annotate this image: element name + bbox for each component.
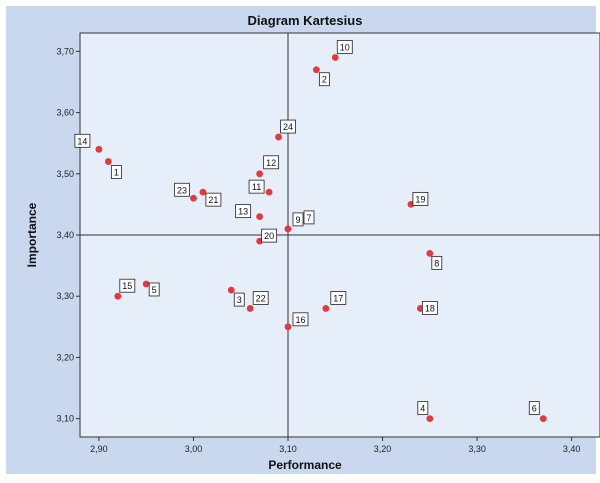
point-12 [256,170,264,178]
point-label-box [174,182,190,197]
point-label: 14 [77,136,87,146]
point-6 [539,415,547,423]
point-label: 20 [264,231,274,241]
point-label-box [417,401,429,416]
x-tick-label: 3,40 [563,444,581,454]
point-label: 19 [415,194,425,204]
point-label: 5 [152,285,157,295]
point-label-box [336,40,353,54]
point-label-box [235,204,252,219]
point-24 [275,133,282,141]
point-label-box [110,165,122,179]
point-21 [199,188,207,196]
point-label: 9 [295,215,300,225]
point-label: 16 [295,315,305,325]
point-13 [256,213,264,221]
point-17 [322,305,330,312]
point-label-box [280,119,296,134]
point-label: 1 [114,168,119,178]
point-label-box [421,301,438,315]
point-label: 10 [340,42,350,52]
x-axis-ticks: 2,90 3,00 3,10 3,20 3,30 3,40 [90,437,580,454]
point-label-box [148,282,160,297]
point-label-box [292,312,309,327]
point-label-box [263,155,280,170]
point-label-box [233,292,245,307]
x-tick-label: 3,30 [468,444,486,454]
point-10 [331,54,339,61]
point-8 [426,249,434,257]
point-14 [95,145,103,153]
point-9 [284,225,292,233]
point-label: 6 [532,404,537,414]
point-label: 22 [256,293,266,303]
point-label-box [412,191,429,206]
y-tick-label: 3,40 [56,230,74,240]
y-tick-label: 3,50 [56,169,74,179]
y-axis-label: Importance [25,202,39,267]
point-label: 17 [333,293,343,303]
point-label: 15 [122,281,132,291]
point-label-box [292,212,304,227]
point-11 [265,188,273,196]
point-label-box [330,291,347,305]
chart-title: Diagram Kartesius [248,13,363,28]
point-1 [104,158,112,165]
point-5 [142,280,150,288]
point-label: 7 [306,213,311,223]
point-label: 3 [237,295,242,305]
y-tick-label: 3,60 [56,108,74,118]
point-23 [190,194,197,202]
point-label-box [119,278,136,293]
point-label: 18 [425,303,435,313]
point-label: 24 [283,122,293,132]
point-16 [284,323,292,331]
point-label: 11 [252,182,261,192]
point-label-box [318,72,330,87]
point-22 [246,305,254,312]
point-4 [426,415,434,423]
point-label: 8 [434,258,439,268]
point-label: 13 [238,207,248,217]
y-tick-label: 3,70 [56,46,74,56]
point-label: 21 [208,195,218,205]
x-tick-label: 3,10 [279,444,297,454]
point-label: 4 [420,404,425,414]
y-tick-label: 3,10 [56,414,74,424]
x-tick-label: 3,00 [185,444,203,454]
point-label-box [303,210,315,225]
x-tick-label: 2,90 [90,444,108,454]
point-label-box [528,401,540,416]
point-3 [227,286,235,294]
point-15 [114,292,122,300]
point-label: 23 [177,185,187,195]
point-label-box [248,179,265,194]
point-2 [312,66,320,74]
point-label-box [205,192,222,207]
point-label-box [261,228,278,243]
point-label-box [74,133,91,148]
reference-lines [80,33,600,437]
point-label: 12 [266,158,276,168]
point-label-box [431,255,443,270]
point-label: 2 [322,75,327,85]
y-tick-label: 3,20 [56,352,74,362]
point-label-box [252,291,269,305]
x-axis-label: Performance [268,458,342,472]
y-tick-label: 3,30 [56,291,74,301]
y-axis-ticks: 3,10 3,20 3,30 3,40 3,50 3,60 3,70 [56,46,80,424]
x-tick-label: 3,20 [374,444,392,454]
